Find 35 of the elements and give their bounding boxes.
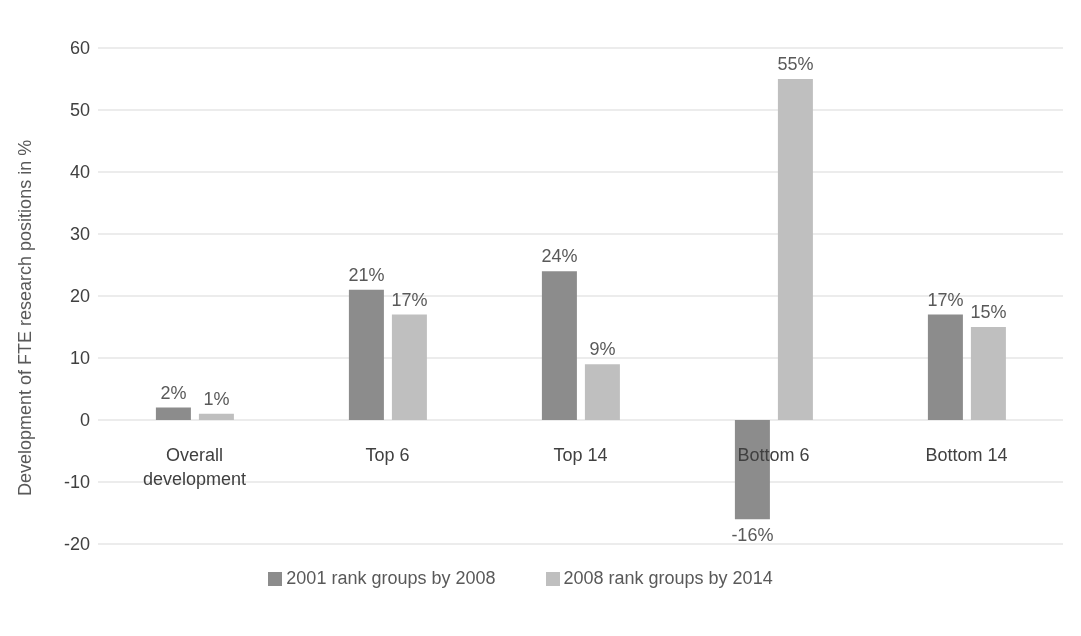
y-tick-label: -10 <box>63 472 90 493</box>
data-label: 21% <box>348 264 385 285</box>
y-tick-label: 40 <box>69 162 90 183</box>
y-tick-label: 60 <box>69 38 90 59</box>
bar <box>541 271 577 420</box>
bar <box>927 314 963 420</box>
data-label: 17% <box>391 289 428 310</box>
bar <box>970 327 1006 420</box>
bar <box>584 364 620 420</box>
y-tick-label: 20 <box>69 286 90 307</box>
x-tick-label: Top 14 <box>553 445 608 465</box>
y-tick-label: -20 <box>63 534 90 555</box>
x-tick-label: Overall development <box>142 445 247 489</box>
y-tick-label: 10 <box>69 348 90 369</box>
legend-label: 2001 rank groups by 2008 <box>286 568 496 588</box>
bar <box>155 407 191 420</box>
data-label: 24% <box>541 246 578 267</box>
data-label: -16% <box>731 525 774 546</box>
legend-label: 2008 rank groups by 2014 <box>563 568 773 588</box>
data-label: 1% <box>203 388 230 409</box>
y-tick-label: 50 <box>69 100 90 121</box>
bar <box>777 79 813 420</box>
y-axis-title: Development of FTE research positions in % <box>15 139 36 496</box>
data-label: 17% <box>927 289 964 310</box>
y-tick-label: 0 <box>79 410 90 431</box>
data-label: 2% <box>160 382 187 403</box>
y-tick-label: 30 <box>69 224 90 245</box>
bar <box>391 314 427 420</box>
x-tick-label: Top 6 <box>365 445 410 465</box>
bar <box>198 413 234 420</box>
data-label: 9% <box>589 339 616 360</box>
data-label: 55% <box>777 54 814 74</box>
data-label: 15% <box>970 302 1007 322</box>
bar <box>348 289 384 420</box>
x-tick-label: Bottom 14 <box>925 445 1008 465</box>
